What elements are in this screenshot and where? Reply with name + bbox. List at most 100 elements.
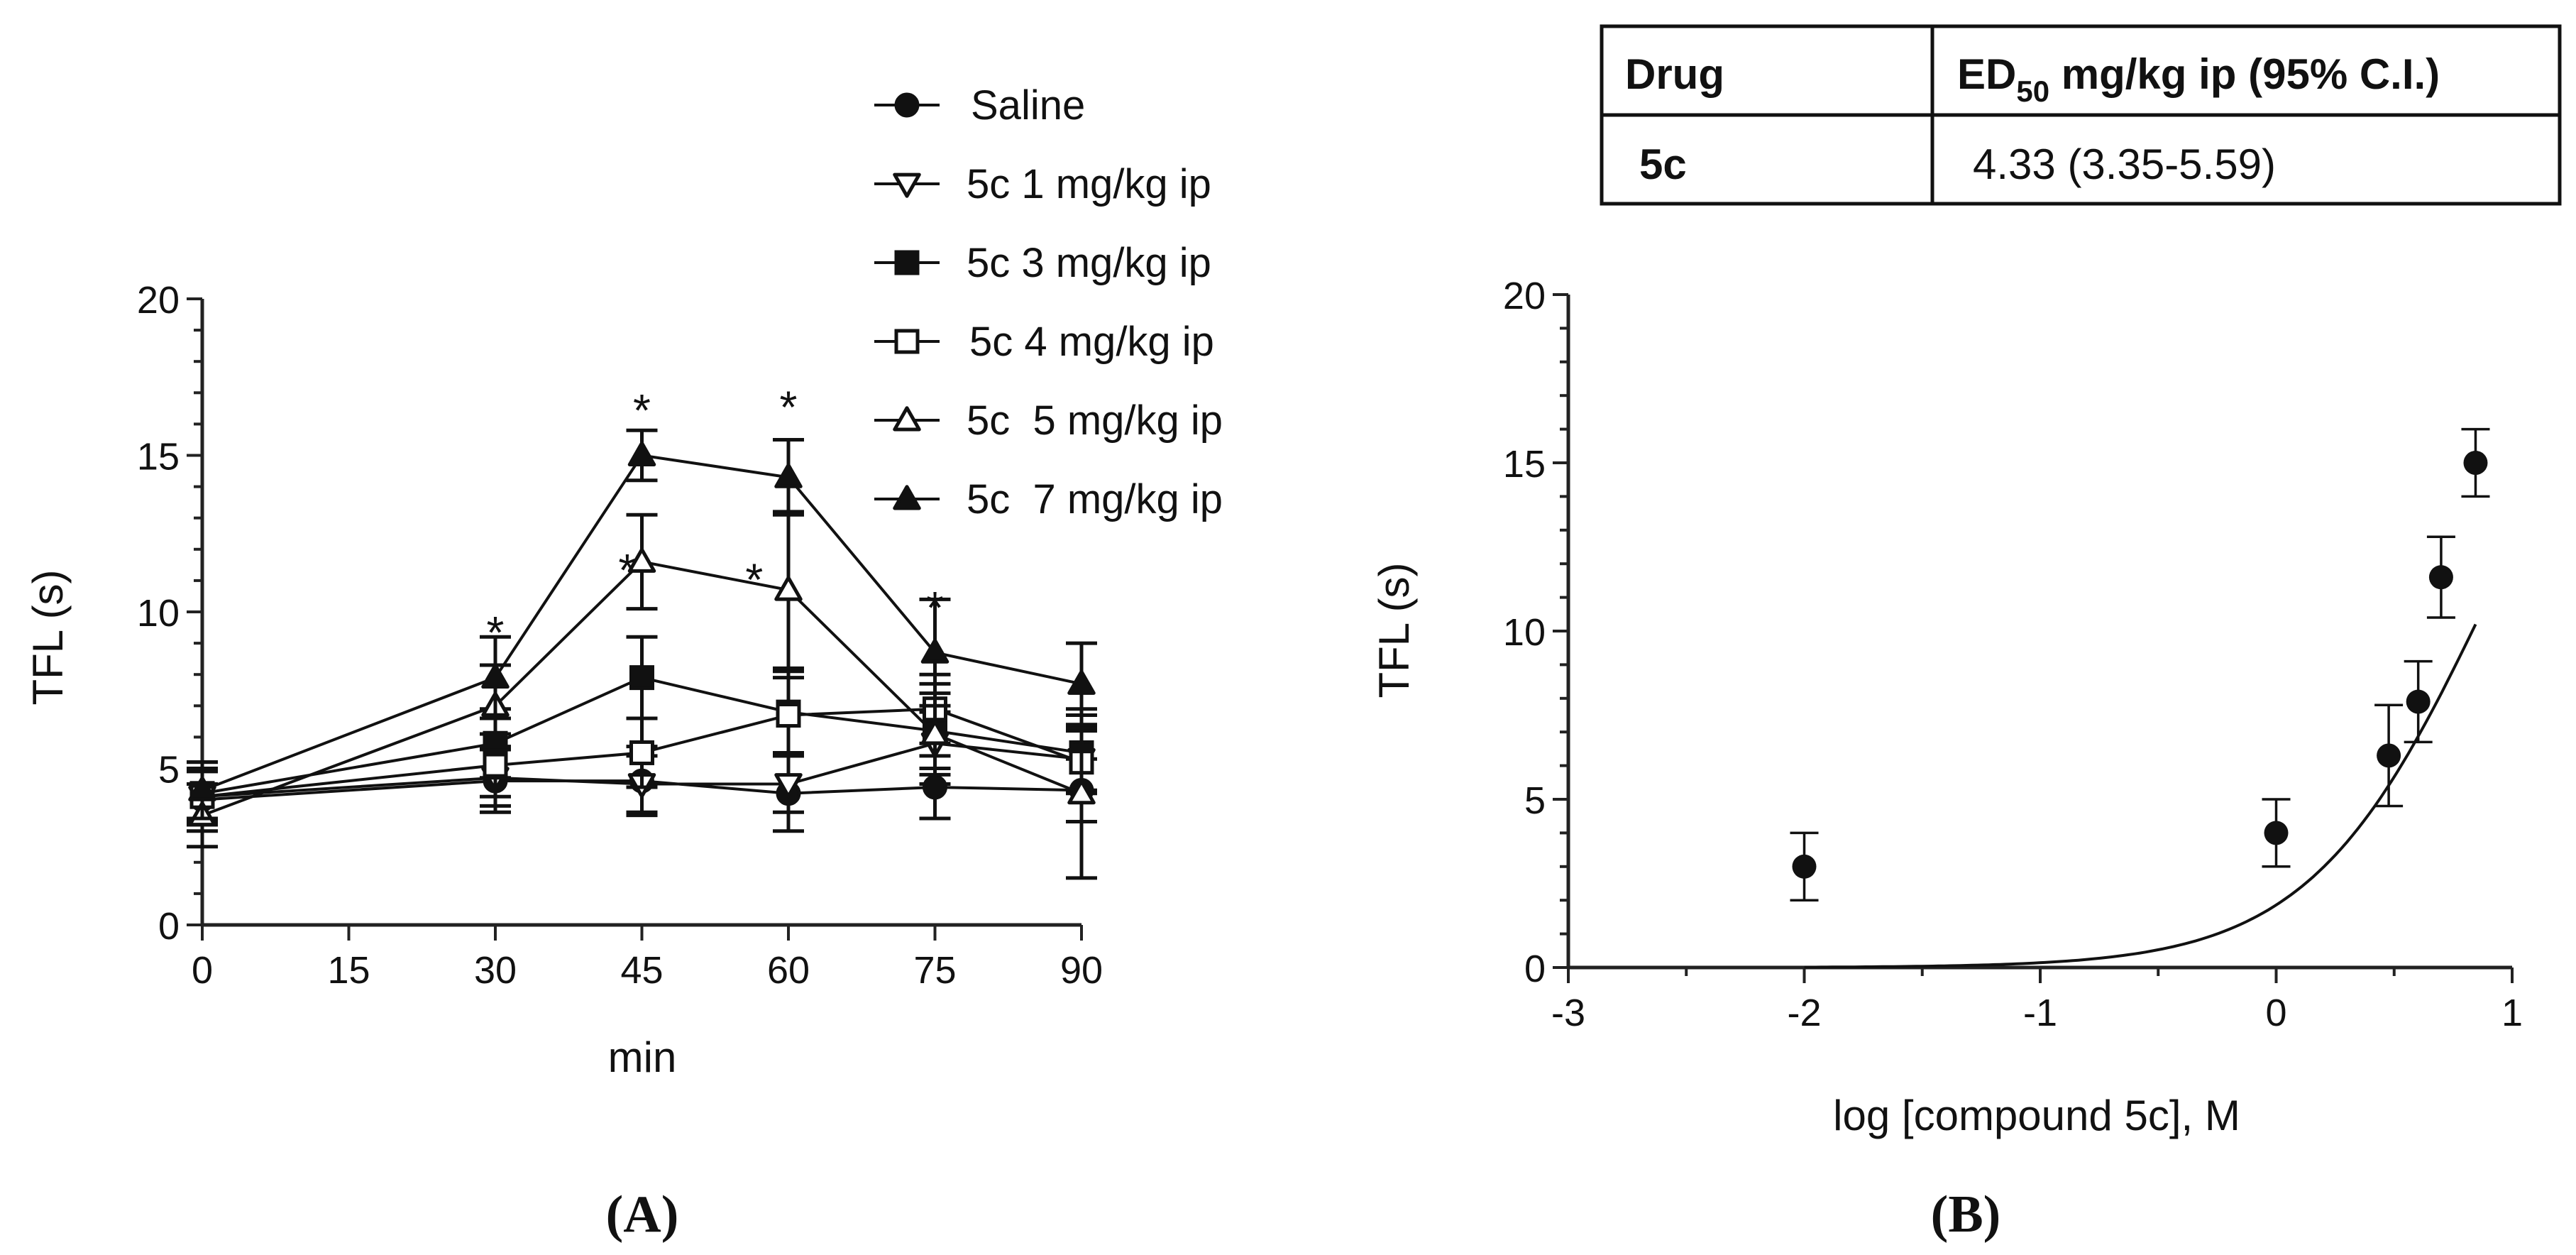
panel-a-series-1-line <box>202 779 1082 801</box>
panel-a-legend: Saline 5c 1 mg/kg ip 5c 3 mg/kg ip 5c 4 mg/… <box>874 82 1223 522</box>
panel-b-x-tick-label: -3 <box>1551 992 1585 1034</box>
panel-b-x-tick-label: 1 <box>2501 992 2523 1034</box>
legend-marker <box>893 485 921 510</box>
legend-item: 5c 4 mg/kg ip <box>874 319 1214 365</box>
data-point <box>774 463 803 488</box>
ed50-table: Drug ED50 mg/kg ip (95% C.I.) 5c 4.33 (3… <box>1600 24 2562 206</box>
data-point <box>627 547 656 573</box>
panel-a-y-axis-label: TFL (s) <box>24 569 72 705</box>
panel-b-y-tick-label: 20 <box>1503 275 1546 317</box>
ed50-header-rest: mg/kg ip (95% C.I.) <box>2049 50 2440 98</box>
legend-label: 5c 4 mg/kg ip <box>969 319 1214 365</box>
legend-marker <box>893 172 921 198</box>
legend-label: 5c 5 mg/kg ip <box>967 398 1223 444</box>
panel-b-y-tick-label: 15 <box>1503 443 1546 486</box>
panel-a-y-tick-labels: 0 5 10 15 20 <box>137 279 180 948</box>
panel-b-y-tick-labels: 0 5 10 15 20 <box>1503 275 1546 990</box>
significance-star: * <box>780 382 798 433</box>
data-point <box>776 703 801 728</box>
panel-b-label: (B) <box>1931 1185 2001 1244</box>
point-marker <box>2428 565 2453 590</box>
panel-b-y-tick-label: 5 <box>1524 779 1546 822</box>
panel-b-points <box>1790 427 2490 901</box>
legend-marker <box>894 329 920 354</box>
panel-b-y-tick-label: 0 <box>1524 948 1546 990</box>
significance-star: * <box>487 607 505 658</box>
panel-a-x-tick-label: 60 <box>767 949 810 992</box>
legend-marker <box>894 250 920 275</box>
panel-b: Drug ED50 mg/kg ip (95% C.I.) 5c 4.33 (3… <box>1370 24 2562 1244</box>
panel-a-series-4-line <box>202 707 1082 799</box>
panel-b-x-tick-label: 0 <box>2265 992 2286 1034</box>
legend-marker <box>894 92 920 118</box>
data-point <box>2262 798 2291 868</box>
data-point <box>188 776 216 801</box>
ed50-table-cell-drug: 5c <box>1639 141 1687 188</box>
panel-a-y-tick-label: 10 <box>137 592 180 635</box>
data-point <box>2461 427 2490 498</box>
panel-a-annotations: * * * * * * <box>487 382 944 659</box>
ed50-header-ed: ED <box>1957 50 2016 98</box>
legend-marker <box>893 406 921 432</box>
panel-a-series-6 <box>187 428 1097 821</box>
data-point <box>629 740 654 765</box>
data-point <box>627 441 656 466</box>
point-marker <box>2377 743 2401 768</box>
data-point <box>2426 535 2455 619</box>
legend-item: 5c 3 mg/kg ip <box>874 240 1211 286</box>
panel-a-x-tick-labels: 0 15 30 45 60 75 90 <box>192 949 1103 992</box>
point-marker <box>2406 689 2431 714</box>
data-point <box>629 665 654 691</box>
panel-a-series-5-line <box>202 560 1082 817</box>
data-point <box>1790 831 1819 901</box>
data-point <box>920 638 950 664</box>
panel-a-x-tick-label: 0 <box>192 949 213 992</box>
panel-b-y-tick-label: 10 <box>1503 611 1546 654</box>
data-point <box>1067 779 1096 805</box>
ed50-header-subscript: 50 <box>2016 75 2049 108</box>
panel-a-series-5 <box>187 510 1097 880</box>
data-point <box>774 773 803 799</box>
panel-a-x-tick-label: 90 <box>1060 949 1103 992</box>
panel-a-x-tick-label: 75 <box>913 949 956 992</box>
data-point <box>481 663 510 689</box>
legend-label: 5c 7 mg/kg ip <box>967 476 1223 522</box>
panel-b-x-tick-labels: -3 -2 -1 0 1 <box>1551 992 2523 1034</box>
panel-b-x-tick-label: -2 <box>1787 992 1821 1034</box>
data-point <box>774 576 803 601</box>
data-point <box>483 752 508 778</box>
legend-label: Saline <box>971 82 1085 128</box>
significance-star: * <box>633 385 651 436</box>
panel-a-x-tick-label: 45 <box>620 949 663 992</box>
panel-b-x-tick-label: -1 <box>2023 992 2057 1034</box>
ed50-table-header-drug: Drug <box>1625 50 1724 98</box>
data-point <box>2374 703 2404 808</box>
panel-a-x-tick-label: 15 <box>327 949 370 992</box>
point-marker <box>1792 854 1817 879</box>
panel-a-series-6-line <box>202 454 1082 792</box>
ed50-table-header-ed50: ED50 mg/kg ip (95% C.I.) <box>1957 50 2440 108</box>
panel-a-y-tick-label: 0 <box>158 905 180 948</box>
panel-b-axis-ticks <box>1553 293 2514 983</box>
panel-a-series-3-line <box>202 676 1082 795</box>
legend-label: 5c 1 mg/kg ip <box>967 161 1211 207</box>
panel-a-x-axis-label: min <box>608 1034 677 1081</box>
panel-a-y-tick-label: 20 <box>137 279 180 322</box>
significance-star: * <box>926 582 944 633</box>
panel-b-x-axis-label: log [compound 5c], M <box>1833 1092 2240 1139</box>
significance-star: * <box>745 554 763 605</box>
panel-a-series <box>187 428 1097 880</box>
panel-a-label: (A) <box>606 1185 679 1244</box>
legend-item: 5c 1 mg/kg ip <box>874 161 1211 207</box>
ed50-table-cell-value: 4.33 (3.35-5.59) <box>1973 141 2276 188</box>
point-marker <box>2463 451 2488 475</box>
legend-label: 5c 3 mg/kg ip <box>967 240 1211 286</box>
legend-item: 5c 7 mg/kg ip <box>874 476 1223 522</box>
point-marker <box>2264 821 2289 845</box>
panel-a-y-tick-label: 15 <box>137 436 180 478</box>
data-point <box>920 720 950 745</box>
panel-b-y-axis-label: TFL (s) <box>1370 562 1418 698</box>
legend-item: Saline <box>874 82 1085 128</box>
data-point <box>2404 659 2433 744</box>
